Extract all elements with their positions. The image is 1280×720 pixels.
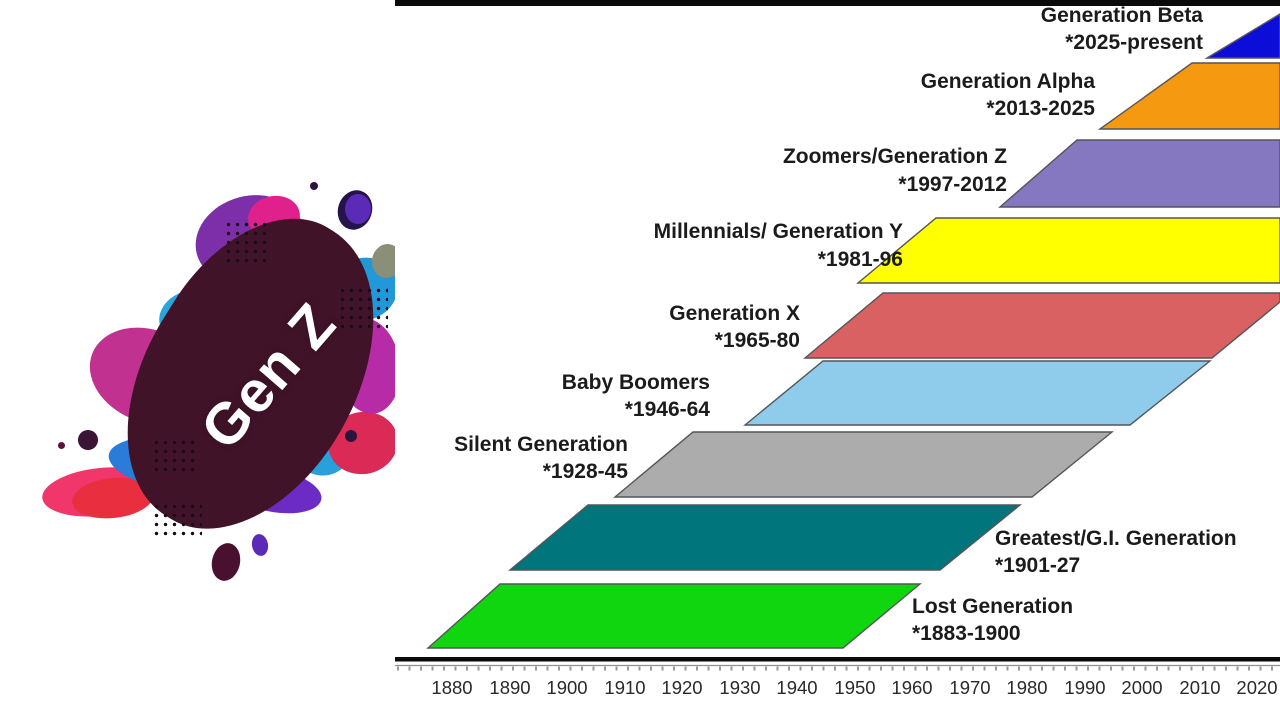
bar-generation-alpha — [1097, 62, 1280, 130]
label-baby-boomers-years: *1946-64 — [625, 398, 711, 421]
art-speck — [78, 430, 98, 450]
genz-splash-art: Gen Z — [0, 0, 400, 720]
label-generation-z: Zoomers/Generation Z — [783, 145, 1007, 168]
bar-generation-z — [998, 139, 1280, 208]
x-tick-label: 1940 — [776, 677, 817, 698]
label-generation-alpha-years: *2013-2025 — [986, 97, 1095, 120]
x-tick-label: 1960 — [891, 677, 932, 698]
x-tick-label: 1920 — [661, 677, 702, 698]
x-tick-label: 1880 — [431, 677, 472, 698]
label-lost-generation: Lost Generation — [912, 595, 1073, 618]
halftone-dots — [152, 502, 202, 540]
x-tick-label: 1930 — [719, 677, 760, 698]
bar-millennials — [856, 217, 1280, 284]
label-generation-alpha: Generation Alpha — [921, 70, 1096, 93]
label-silent-generation-years: *1928-45 — [543, 460, 629, 483]
art-speck — [58, 442, 65, 449]
x-tick-label: 2010 — [1179, 677, 1220, 698]
x-tick-label: 1890 — [489, 677, 530, 698]
x-tick-label: 1970 — [949, 677, 990, 698]
chart-top-border — [395, 0, 1280, 6]
bar-generation-beta — [1204, 13, 1280, 59]
art-blob — [345, 194, 371, 224]
bar-generation-x — [803, 292, 1280, 359]
art-speck — [250, 532, 270, 558]
label-generation-x-years: *1965-80 — [715, 329, 800, 352]
bar-lost-generation — [426, 583, 922, 649]
label-generation-beta: Generation Beta — [1041, 4, 1204, 27]
label-generation-beta-years: *2025-present — [1065, 31, 1203, 54]
bar-baby-boomers — [743, 360, 1212, 426]
x-tick-label: 2020 — [1236, 677, 1277, 698]
x-tick-label: 1900 — [546, 677, 587, 698]
label-millennials-years: *1981-96 — [818, 248, 903, 271]
label-greatest-generation-years: *1901-27 — [995, 554, 1080, 577]
art-speck — [310, 182, 318, 190]
label-generation-x: Generation X — [669, 302, 800, 325]
halftone-dots — [338, 286, 388, 330]
x-tick-label: 1990 — [1064, 677, 1105, 698]
bar-silent-generation — [613, 431, 1114, 498]
x-axis-line — [395, 657, 1280, 662]
label-silent-generation: Silent Generation — [454, 433, 628, 456]
label-baby-boomers: Baby Boomers — [562, 371, 710, 394]
chart-canvas: Generation Beta *2025-present Generation… — [395, 0, 1280, 698]
halftone-dots — [224, 220, 270, 264]
label-millennials: Millennials/ Generation Y — [654, 220, 903, 243]
label-generation-z-years: *1997-2012 — [898, 173, 1007, 196]
x-tick-label: 1980 — [1006, 677, 1047, 698]
halftone-dots — [152, 438, 200, 472]
generations-timeline-chart: Generation Beta *2025-present Generation… — [395, 0, 1280, 720]
art-speck — [345, 430, 357, 442]
x-tick-label: 1910 — [604, 677, 645, 698]
x-tick-label: 1950 — [834, 677, 875, 698]
bar-greatest-generation — [508, 504, 1022, 571]
label-lost-generation-years: *1883-1900 — [912, 622, 1021, 645]
art-speck — [208, 540, 244, 584]
label-greatest-generation: Greatest/G.I. Generation — [995, 527, 1237, 550]
x-tick-label: 2000 — [1121, 677, 1162, 698]
